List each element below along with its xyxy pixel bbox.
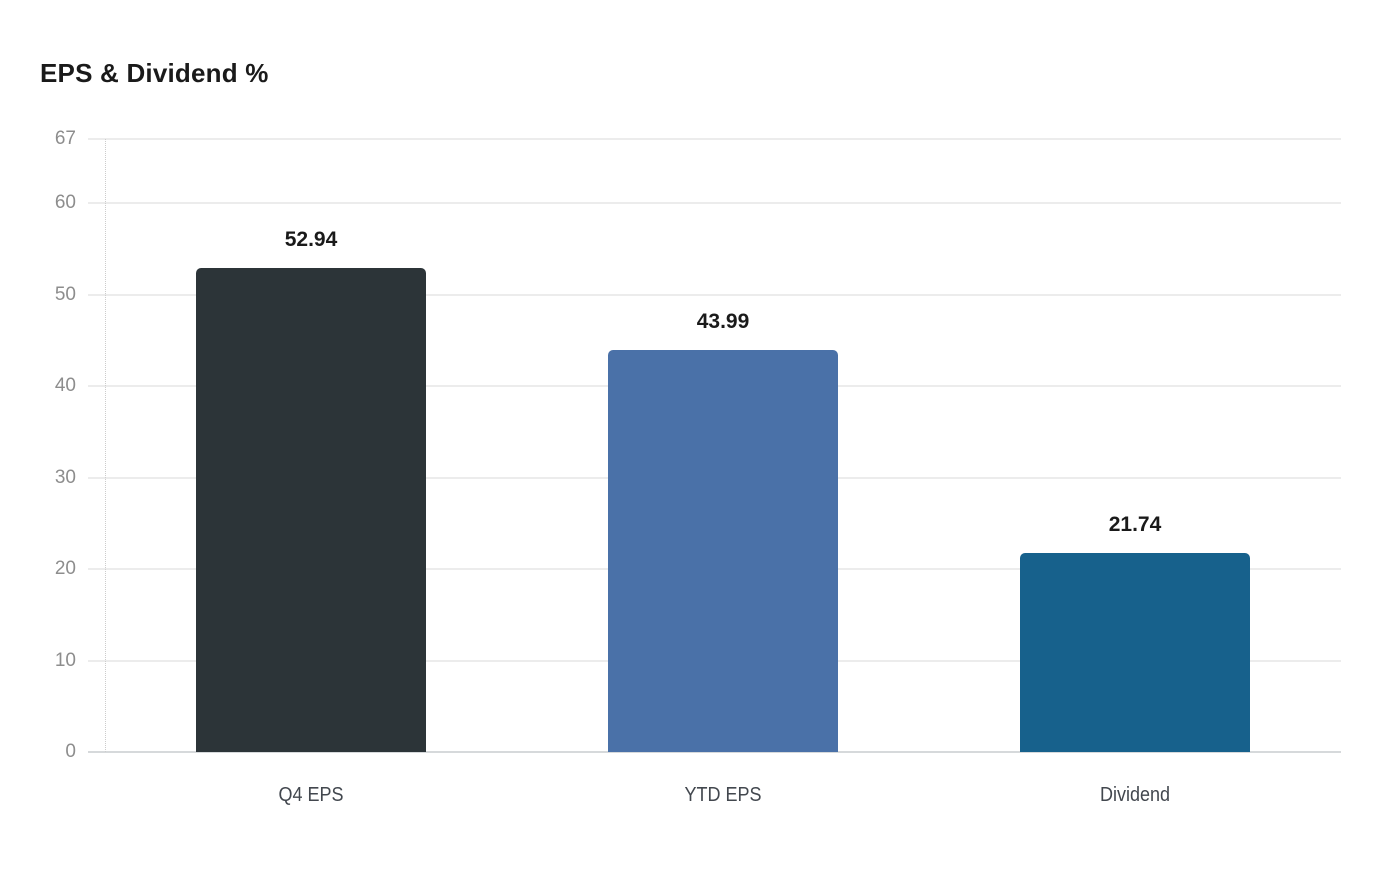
- x-axis-category-label: Q4 EPS: [278, 784, 344, 806]
- y-axis-tick-label: 10: [54, 649, 76, 671]
- bar-ytd-eps: [608, 349, 838, 752]
- y-axis-tick-label: 30: [54, 466, 76, 488]
- y-axis-tick-label: 60: [54, 192, 76, 214]
- x-axis-category-label: YTD EPS: [684, 784, 762, 806]
- x-axis-baseline: [88, 751, 1341, 753]
- x-axis-category-label: Dividend: [1099, 784, 1171, 806]
- y-axis-tick-label: 67: [54, 128, 76, 149]
- y-axis-tick-label: 40: [54, 375, 76, 397]
- y-axis-line: [105, 139, 106, 752]
- gridline: [88, 293, 1341, 296]
- bar-dividend: [1020, 553, 1250, 752]
- y-axis-tick-label: 20: [54, 558, 76, 579]
- y-axis-tick-label: 50: [54, 283, 76, 305]
- bar-value-label: 43.99: [696, 309, 750, 333]
- y-axis-tick-label: 0: [65, 741, 76, 762]
- bar-value-label: 21.74: [1108, 513, 1162, 537]
- bar-q4-eps: [196, 267, 426, 752]
- gridline: [88, 138, 1341, 140]
- chart-title: EPS & Dividend %: [40, 58, 269, 88]
- gridline: [88, 202, 1341, 205]
- bar-value-label: 52.94: [284, 227, 338, 251]
